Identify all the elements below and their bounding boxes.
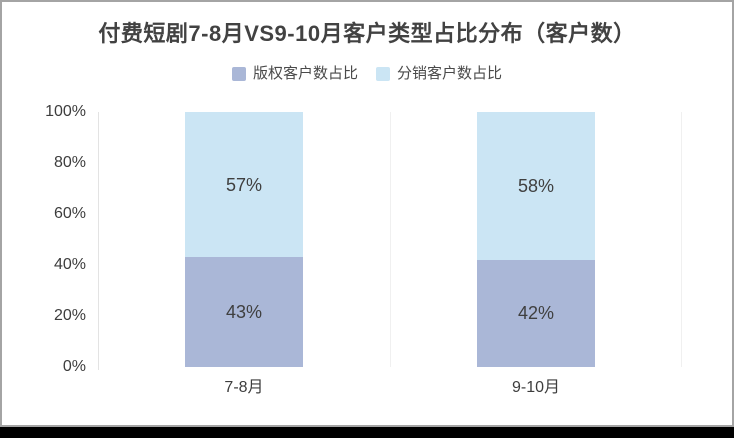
y-tick-label: 0% xyxy=(62,358,86,375)
legend-label: 版权客户数占比 xyxy=(252,65,358,82)
legend-swatch-icon xyxy=(376,67,390,81)
x-category-label: 7-8月 xyxy=(224,379,264,396)
value-label: 57% xyxy=(225,174,263,195)
bottom-black-strip xyxy=(0,427,734,438)
legend-swatch-icon xyxy=(231,67,246,81)
plot-area: 43% 57% 7-8月 42% 58% 9-10月 xyxy=(98,112,682,396)
y-axis-line xyxy=(98,112,99,370)
category-split-line xyxy=(681,112,682,367)
value-label: 42% xyxy=(517,303,555,324)
value-label: 43% xyxy=(225,302,263,323)
bar-segment-9-10月-分销客户数占比 xyxy=(477,112,595,260)
y-tick-label: 80% xyxy=(53,154,86,171)
value-label: 58% xyxy=(517,175,555,196)
legend-item-1[interactable]: 分销客户数占比 xyxy=(376,65,502,83)
bar-segment-7-8月-版权客户数占比 xyxy=(185,257,303,367)
category-split-line xyxy=(390,112,391,367)
y-tick-label: 20% xyxy=(53,307,86,324)
legend-label: 分销客户数占比 xyxy=(397,65,503,82)
chart-panel: 付费短剧7-8月VS9-10月客户类型占比分布（客户数） 版权客户数占比 分销客户… xyxy=(0,0,734,427)
y-tick-label: 100% xyxy=(45,103,86,120)
x-category-label: 9-10月 xyxy=(511,379,561,396)
legend-item-0[interactable]: 版权客户数占比 xyxy=(231,65,358,83)
chart-legend: 版权客户数占比 分销客户数占比 xyxy=(2,65,732,83)
y-tick-label: 60% xyxy=(53,205,86,222)
bar-segment-7-8月-分销客户数占比 xyxy=(185,112,303,258)
y-tick-label: 40% xyxy=(53,256,86,273)
chart-title: 付费短剧7-8月VS9-10月客户类型占比分布（客户数） xyxy=(98,21,636,46)
bar-segment-9-10月-版权客户数占比 xyxy=(477,259,595,367)
